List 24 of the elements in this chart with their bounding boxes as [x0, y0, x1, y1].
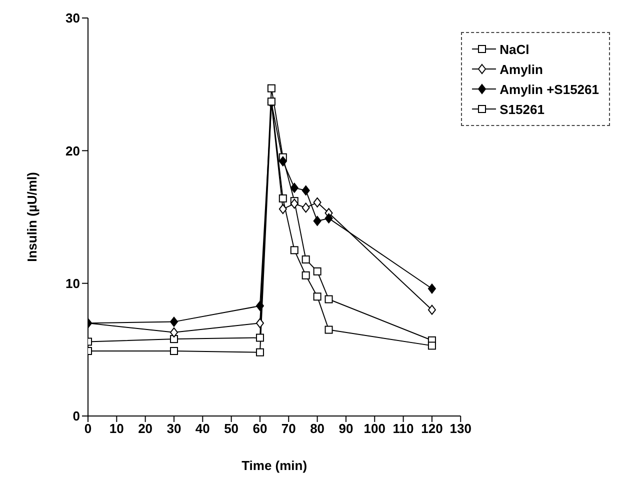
x-tick-label: 90	[338, 421, 354, 436]
x-tick-label: 20	[138, 421, 153, 436]
x-tick-label: 50	[224, 421, 239, 436]
x-tick-label: 80	[310, 421, 325, 436]
x-tick-label: 130	[450, 421, 472, 436]
x-tick-label: 40	[195, 421, 210, 436]
x-tick-label: 110	[392, 421, 414, 436]
y-tick-label: 0	[72, 408, 80, 424]
x-tick-label: 30	[166, 421, 182, 436]
legend-label: Amylin	[500, 62, 543, 76]
x-tick-label: 60	[252, 421, 268, 436]
legend-label: NaCl	[500, 42, 530, 56]
x-tick-label: 100	[364, 421, 386, 436]
x-axis-title: Time (min)	[242, 458, 308, 473]
legend-label: Amylin +S15261	[500, 82, 599, 96]
y-tick-label: 30	[66, 10, 80, 26]
y-tick-label: 10	[66, 276, 80, 291]
y-axis-title: Insulin (µU/ml)	[24, 172, 40, 262]
legend-label: S15261	[500, 102, 544, 116]
y-tick-label: 20	[66, 143, 80, 158]
x-tick-label: 0	[84, 421, 92, 436]
x-tick-label: 10	[109, 421, 124, 436]
x-tick-label: 120	[421, 421, 443, 436]
x-tick-label: 70	[281, 421, 296, 436]
